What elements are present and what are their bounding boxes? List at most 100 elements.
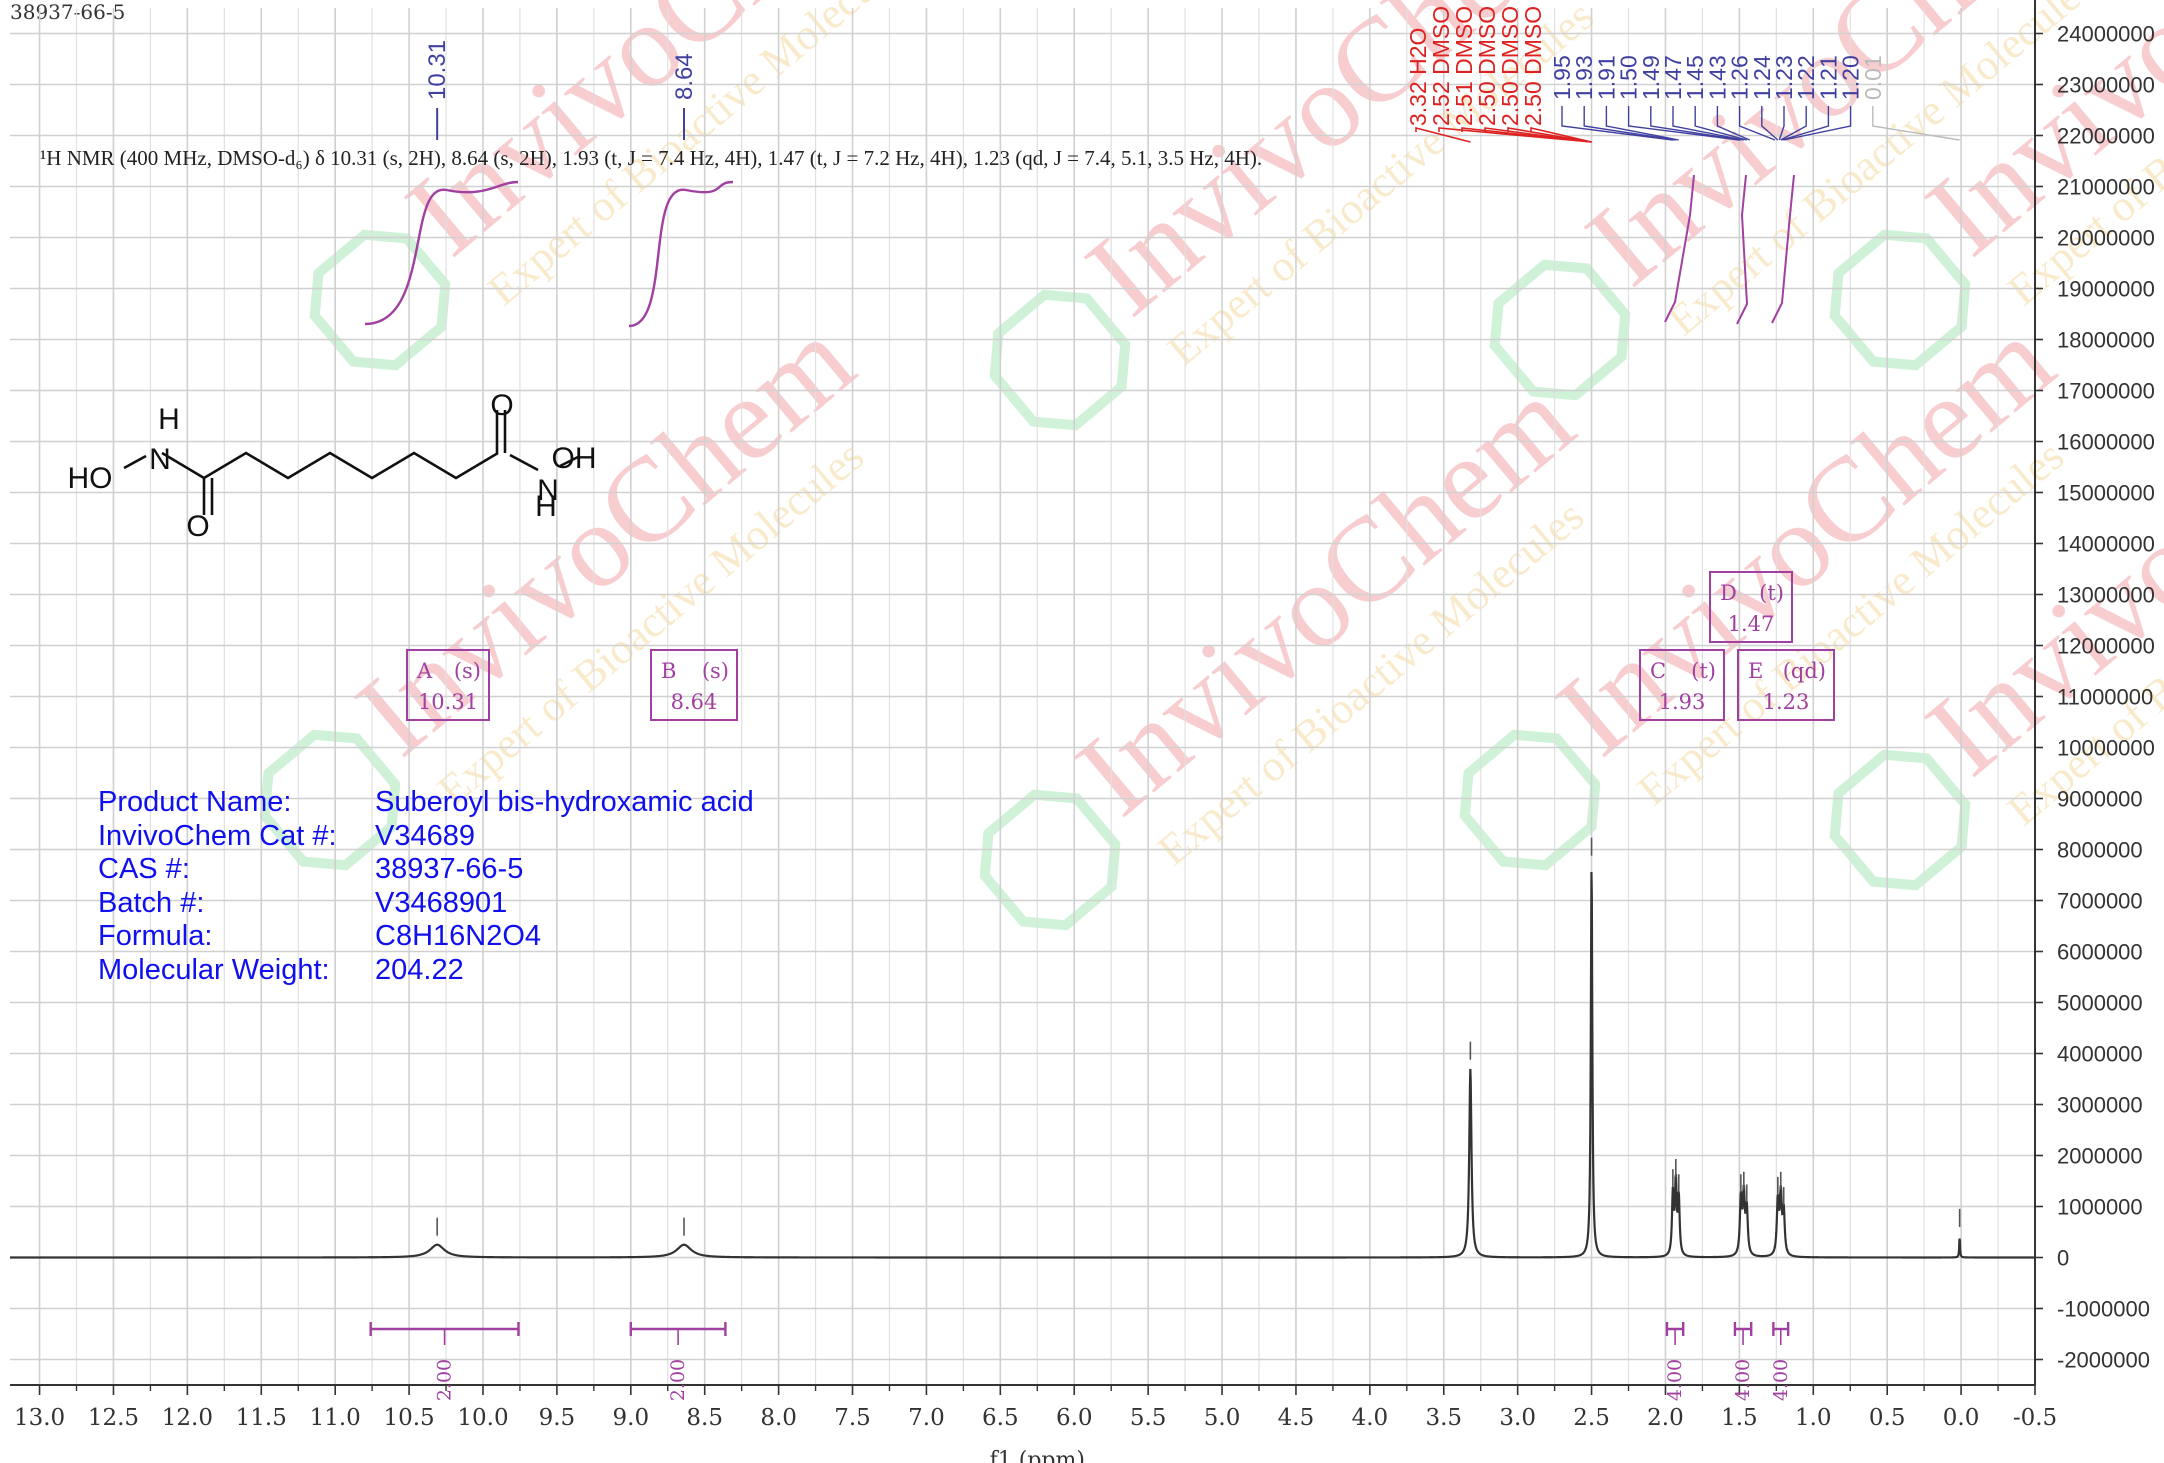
integral-value: 2.00 (667, 1359, 689, 1401)
spectrum-layer (10, 837, 2035, 1259)
x-tick-label: 10.5 (383, 1405, 434, 1431)
x-tick-label: 0.5 (1869, 1405, 1906, 1431)
product-info-value: V3468901 (375, 886, 508, 919)
grid-layer (10, 0, 2036, 1386)
peak-label-leader (1530, 126, 1592, 143)
peak-label-leader (1694, 106, 1747, 141)
y-tick-label: 5000000 (2057, 991, 2143, 1016)
product-info-value: C8H16N2O4 (375, 920, 542, 952)
y-tick-label: 23000000 (2057, 73, 2155, 98)
peak-label-multiplet: 1.26 (1727, 55, 1753, 100)
y-tick-label: 7000000 (2057, 889, 2143, 914)
integral-value: 2.00 (434, 1359, 456, 1401)
y-tick-label: -2000000 (2057, 1348, 2150, 1373)
y-tick-label: 20000000 (2057, 226, 2155, 251)
integral-value: 4.00 (1664, 1359, 1686, 1401)
peak-label-leader (1583, 106, 1676, 141)
integral-curve (364, 180, 519, 326)
x-tick-label: 10.0 (457, 1405, 508, 1431)
n-o-bond-left (123, 454, 147, 470)
n-o-bond-right (559, 454, 581, 468)
peak-label-leader (1461, 127, 1592, 143)
nmr-summary-text: ¹H NMR (400 MHz, DMSO-d₆) δ 10.31 (s, 2H… (40, 146, 1263, 170)
watermark-brand: InvivoChem (332, 292, 877, 780)
peak-label-leader (1507, 127, 1592, 143)
x-tick-label: 3.0 (1499, 1405, 1536, 1431)
y-tick-label: 3000000 (2057, 1093, 2143, 1118)
x-tick-label: 4.0 (1352, 1405, 1389, 1431)
x-tick-label: 3.5 (1425, 1405, 1462, 1431)
structure-atom: HO (68, 462, 113, 495)
peak-label-leader (1780, 106, 1807, 141)
product-info-value: 204.22 (375, 953, 464, 986)
watermark-logo-icon (259, 729, 401, 871)
product-info-row: Molecular Weight: 204.22 (98, 954, 754, 988)
product-info-row: InvivoChem Cat #: V34689 (98, 820, 754, 854)
peak-label-solvent: 2.52 DMSO (1428, 6, 1454, 126)
multiplet-letter: D (1720, 581, 1737, 605)
peak-label-leader (1561, 106, 1673, 141)
x-tick-label: 7.5 (834, 1405, 871, 1431)
y-tick-label: 12000000 (2057, 634, 2155, 659)
peak-label-leader (1438, 127, 1592, 143)
multiplet-type: (t) (1759, 581, 1784, 605)
integral-curve (1736, 174, 1749, 325)
x-tick-label: 1.0 (1795, 1405, 1832, 1431)
x-tick-label: 8.0 (760, 1405, 797, 1431)
y-tick-label: 13000000 (2057, 583, 2155, 608)
x-tick-label: 11.0 (310, 1405, 361, 1431)
peak-label-leader (1484, 127, 1592, 143)
y-tick-label: 16000000 (2057, 430, 2155, 455)
integral-value: 4.00 (1732, 1359, 1754, 1401)
peak-label-multiplet: 1.20 (1838, 55, 1864, 100)
x-tick-label: 4.5 (1278, 1405, 1315, 1431)
product-info-label: Molecular Weight: (98, 953, 330, 986)
x-tick-label: 7.0 (908, 1405, 945, 1431)
integral-value: 4.00 (1770, 1359, 1792, 1401)
y-tick-label: 14000000 (2057, 532, 2155, 557)
multiplet-shift: 1.93 (1659, 690, 1706, 714)
peak-label-multiplet: 1.45 (1682, 55, 1708, 100)
peak-label-leader (1872, 106, 1960, 141)
peak-label-solvent: 2.50 DMSO (1474, 6, 1500, 126)
peak-label-leader (1761, 106, 1779, 141)
x-tick-label: 12.0 (162, 1405, 213, 1431)
peak-label-multiplet: 1.43 (1704, 55, 1730, 100)
product-info-value: V34689 (375, 819, 475, 852)
peak-label: 8.64 (671, 53, 698, 100)
peak-label-multiplet: 1.21 (1815, 55, 1841, 100)
structure-atom: H (158, 403, 180, 436)
y-tick-label: 8000000 (2057, 838, 2143, 863)
n-c-bond-right (509, 453, 539, 472)
watermark-logo-icon (1489, 259, 1631, 401)
peak-label-leader (1627, 106, 1740, 141)
x-tick-label: 0.0 (1943, 1405, 1980, 1431)
peak-label-multiplet: 0.01 (1860, 55, 1886, 100)
x-tick-label: 2.0 (1647, 1405, 1684, 1431)
integral-curve (1771, 174, 1795, 324)
product-info-row: Product Name: Suberoyl bis-hydroxamic aci… (98, 786, 754, 820)
x-tick-label: 13.0 (14, 1405, 65, 1431)
y-tick-label: 0 (2057, 1246, 2069, 1271)
product-info-row: CAS #: 38937-66-5 (98, 853, 754, 887)
multiplet-type: (qd) (1783, 659, 1826, 683)
peak-label-leader (1738, 106, 1776, 141)
x-tick-label: 5.5 (1130, 1405, 1167, 1431)
multiplet-shift: 1.47 (1728, 612, 1775, 636)
multiplet-box (1639, 649, 1725, 721)
y-tick-label: 18000000 (2057, 328, 2155, 353)
multiplet-type: (t) (1691, 659, 1716, 683)
x-axis-label: f1 (ppm) (990, 1448, 1085, 1463)
y-tick-label: 17000000 (2057, 379, 2155, 404)
y-tick-label: 15000000 (2057, 481, 2155, 506)
y-tick-label: 10000000 (2057, 736, 2155, 761)
product-info-label: Formula: (98, 920, 213, 952)
integral-curve (628, 180, 734, 328)
product-info-row: Batch #: V3468901 (98, 887, 754, 921)
peak-label-multiplet: 1.22 (1793, 55, 1819, 100)
multiplet-type: (s) (702, 659, 729, 683)
peak-label-multiplet: 1.50 (1616, 55, 1642, 100)
peak-label-leader (1672, 106, 1744, 141)
